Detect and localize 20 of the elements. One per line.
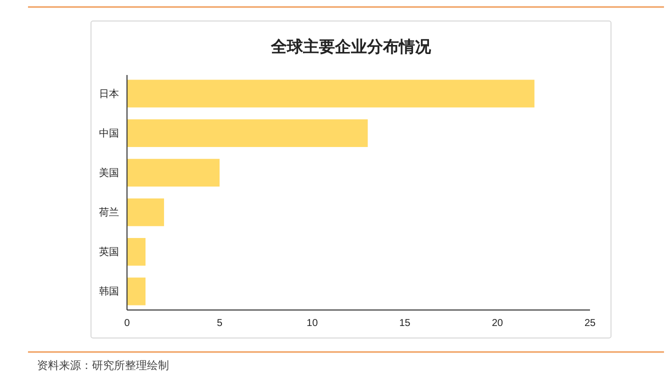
- bar: [127, 278, 146, 306]
- bar: [127, 119, 368, 148]
- bar: [127, 158, 220, 187]
- x-tick-label: 20: [492, 318, 504, 330]
- y-tick-label: 中国: [99, 127, 119, 140]
- x-tick-label: 15: [399, 318, 411, 330]
- x-tick-label: 25: [584, 318, 596, 330]
- bar: [127, 198, 164, 226]
- y-tick-label: 美国: [99, 166, 119, 179]
- bar: [127, 238, 146, 266]
- bar: [127, 80, 534, 108]
- x-tick-label: 5: [216, 318, 223, 330]
- y-tick-label: 荷兰: [99, 206, 119, 218]
- y-tick-label: 韩国: [99, 286, 119, 298]
- y-tick-label: 日本: [99, 88, 119, 100]
- x-tick-label: 10: [306, 318, 318, 330]
- text: 资料来源：研究所整理绘制: [37, 359, 169, 372]
- y-tick-label: 英国: [99, 246, 119, 258]
- chart-title: 全球主要企业分布情况: [270, 37, 432, 56]
- x-tick-label: 0: [124, 318, 130, 330]
